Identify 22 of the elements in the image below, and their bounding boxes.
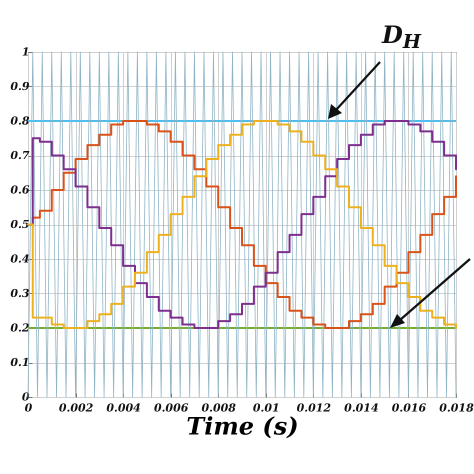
x-tick-label: 0.012	[296, 402, 332, 414]
y-tick-label: 0.4	[10, 252, 30, 266]
ref-line-label: D$_{H}$	[382, 20, 421, 53]
y-tick-label: 0.6	[10, 184, 30, 196]
y-tick-label: 0.3	[10, 287, 30, 300]
y-tick-label: 0.1	[10, 356, 30, 369]
x-tick-label: 0.018	[439, 402, 474, 414]
x-tick-label: 0.006	[154, 402, 189, 414]
x-tick-label: 0.008	[201, 402, 236, 414]
y-tick-label: 0.7	[10, 149, 30, 162]
y-tick-label: 0.5	[10, 218, 30, 231]
x-tick-label: 0.016	[392, 402, 427, 414]
y-tick-label: 0.8	[10, 114, 30, 128]
y-tick-label: 1	[22, 46, 30, 58]
x-tick-label: 0.004	[106, 402, 141, 414]
x-axis-title: Time (s)	[186, 412, 299, 440]
y-tick-label: 0.9	[10, 80, 30, 93]
x-tick-label: 0.014	[344, 402, 379, 414]
y-tick-label: 0.2	[10, 322, 30, 334]
y-tick-label: 0	[22, 390, 30, 404]
x-tick-label: 0.01	[252, 402, 280, 414]
x-tick-label: 0.002	[58, 402, 94, 414]
